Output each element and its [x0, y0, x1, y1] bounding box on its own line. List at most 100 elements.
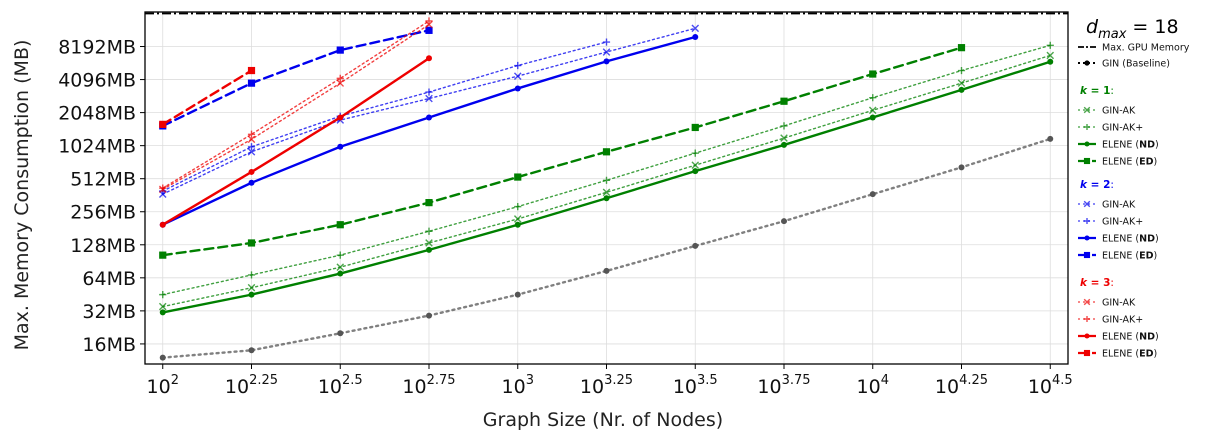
data-point: [159, 291, 167, 299]
data-point: [425, 17, 433, 25]
data-point: [336, 79, 345, 87]
y-tick-label: 4096MB: [58, 70, 136, 92]
data-point: [337, 143, 344, 150]
y-axis-label: Max. Memory Consumption (MB): [11, 40, 33, 351]
series-line: [162, 23, 430, 190]
series-line: [162, 44, 1051, 296]
data-point: [869, 114, 876, 121]
data-point: [691, 161, 700, 169]
legend-label: ELENE (ND): [1102, 140, 1159, 151]
data-point: [1083, 217, 1091, 225]
legend-group-heading: k = 2:: [1080, 179, 1114, 191]
data-point: [513, 215, 522, 223]
data-point: [514, 291, 521, 298]
data-point: [425, 26, 433, 34]
data-point: [691, 123, 699, 132]
series-k3-nd: [159, 55, 432, 228]
data-point: [425, 312, 432, 319]
data-point: [869, 70, 877, 78]
dmax-label: dmax = 18: [1086, 16, 1179, 42]
series-k3-ed: [159, 66, 256, 128]
x-tick-label: 102: [147, 373, 179, 398]
data-point: [602, 48, 611, 56]
data-point: [248, 179, 255, 186]
data-point: [159, 221, 166, 228]
data-point: [247, 283, 256, 292]
x-tick-label: 103.75: [757, 373, 810, 398]
data-point: [780, 134, 788, 142]
data-point: [425, 114, 432, 121]
data-point: [159, 251, 167, 259]
data-point: [248, 168, 255, 175]
y-tick-label: 64MB: [82, 268, 136, 290]
x-tick-label: 102.75: [402, 373, 455, 398]
legend-group-heading: k = 1:: [1080, 85, 1114, 97]
legend-label: ELENE (ED): [1102, 157, 1157, 168]
x-tick-label: 103.25: [580, 373, 633, 398]
data-point: [336, 263, 345, 271]
data-point: [692, 242, 699, 249]
data-point: [603, 58, 610, 65]
data-point: [514, 173, 522, 181]
x-tick-label: 103: [502, 373, 534, 398]
series-line: [162, 20, 430, 189]
data-point: [1047, 135, 1054, 142]
series-line: [161, 57, 431, 226]
data-point: [1046, 41, 1054, 49]
data-point: [337, 114, 344, 121]
x-tick-label: 104: [857, 373, 889, 398]
legend-label: Max. GPU Memory: [1102, 43, 1190, 54]
data-point: [780, 122, 788, 130]
data-point: [513, 72, 522, 80]
data-point: [159, 309, 166, 316]
series-k1-ginak: [158, 51, 1055, 311]
data-point: [957, 66, 966, 75]
data-point: [336, 221, 344, 229]
data-point: [1047, 58, 1054, 65]
data-point: [691, 149, 699, 157]
data-point: [247, 143, 256, 151]
legend-label: GIN-AK: [1102, 106, 1136, 117]
data-point: [602, 176, 611, 184]
series-k2-ginakplus: [159, 38, 611, 195]
data-point: [159, 120, 167, 128]
legend-label: ELENE (ND): [1102, 234, 1159, 245]
series-k1-ginakplus: [159, 41, 1054, 299]
series-k3-ginakplus: [159, 17, 433, 192]
legend-label: GIN-AK+: [1102, 123, 1143, 134]
ticks: 16MB 32MB 64MB 128MB 256MB 512MB 1024MB 2048MB 4…: [58, 37, 1072, 398]
series-line: [161, 69, 253, 126]
data-point: [425, 88, 433, 96]
legend-label: ELENE (ND): [1102, 332, 1159, 343]
data-point: [158, 302, 167, 311]
x-tick-label: 103.5: [673, 373, 718, 398]
legend-label: GIN-AK+: [1102, 315, 1143, 326]
series-line: [161, 46, 963, 257]
data-point: [425, 227, 433, 235]
data-point: [1083, 315, 1091, 323]
data-point: [336, 74, 344, 82]
data-point: [336, 46, 344, 54]
series-k1-nd: [159, 58, 1054, 316]
data-point: [247, 271, 256, 279]
series-line: [162, 54, 1051, 308]
data-point: [780, 218, 787, 225]
data-point: [1046, 51, 1055, 60]
y-tick-label: 512MB: [70, 169, 136, 191]
y-tick-label: 8192MB: [58, 37, 136, 59]
data-point: [425, 246, 432, 253]
y-tick-label: 1024MB: [58, 136, 136, 158]
data-point: [602, 188, 611, 197]
data-point: [247, 239, 256, 247]
series-layer: [145, 12, 1068, 361]
data-point: [1083, 200, 1091, 208]
data-point: [247, 135, 256, 144]
data-point: [957, 79, 966, 87]
data-point: [425, 94, 433, 103]
legend-label: ELENE (ED): [1102, 349, 1157, 360]
data-point: [159, 184, 167, 192]
data-point: [337, 270, 344, 277]
data-point: [1084, 235, 1090, 241]
